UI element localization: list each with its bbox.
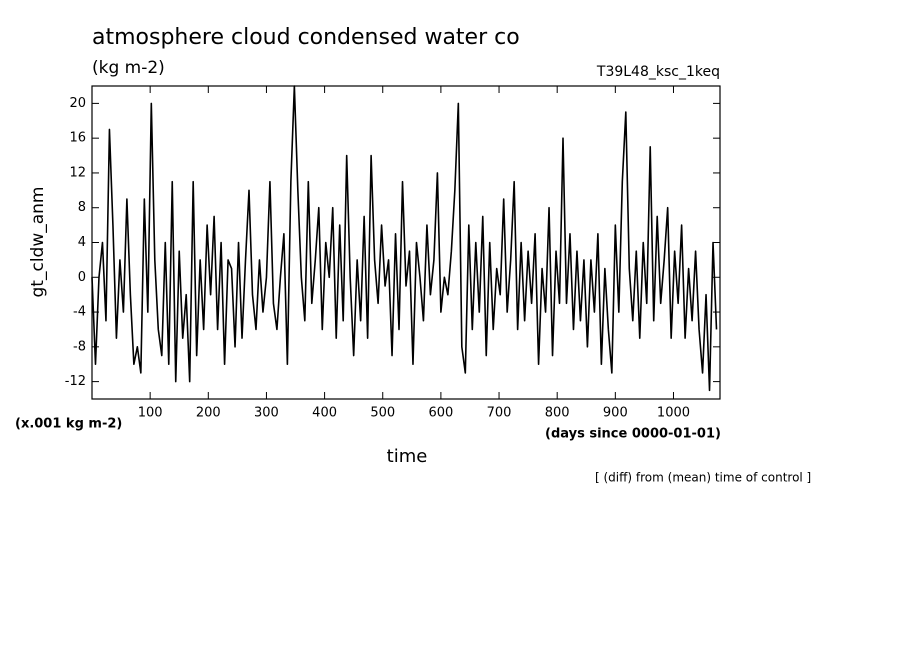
y-tick-label: 0	[78, 270, 86, 285]
x-tick-label: 1000	[657, 406, 690, 421]
y-units: (x.001 kg m-2)	[15, 417, 122, 432]
note: [ (diff) from (mean) time of control ]	[595, 471, 811, 485]
y-tick-label: -4	[73, 305, 86, 320]
x-tick-label: 700	[487, 406, 512, 421]
chart-subtitle: (kg m-2)	[92, 58, 165, 78]
data-line	[91, 85, 718, 392]
x-tick-label: 300	[254, 406, 279, 421]
y-tick-label: 4	[78, 235, 86, 250]
run-label: T39L48_ksc_1keq	[596, 64, 720, 80]
y-tick-label: 12	[69, 165, 86, 180]
x-tick-label: 600	[428, 406, 453, 421]
y-tick-label: 8	[78, 200, 86, 215]
y-tick-label: 20	[69, 96, 86, 111]
x-tick-label: 100	[138, 406, 163, 421]
x-tick-label: 800	[545, 406, 570, 421]
x-tick-label: 500	[370, 406, 395, 421]
x-tick-label: 900	[603, 406, 628, 421]
x-axis-label: time	[387, 446, 428, 467]
chart-title: atmosphere cloud condensed water co	[92, 25, 520, 50]
y-axis-label: gt_cldw_anm	[28, 187, 48, 298]
y-tick-label: 16	[69, 131, 86, 146]
x-units: (days since 0000-01-01)	[545, 427, 721, 442]
x-tick-label: 400	[312, 406, 337, 421]
x-tick-label: 200	[196, 406, 221, 421]
y-tick-label: -12	[65, 374, 86, 389]
y-tick-label: -8	[73, 339, 86, 354]
